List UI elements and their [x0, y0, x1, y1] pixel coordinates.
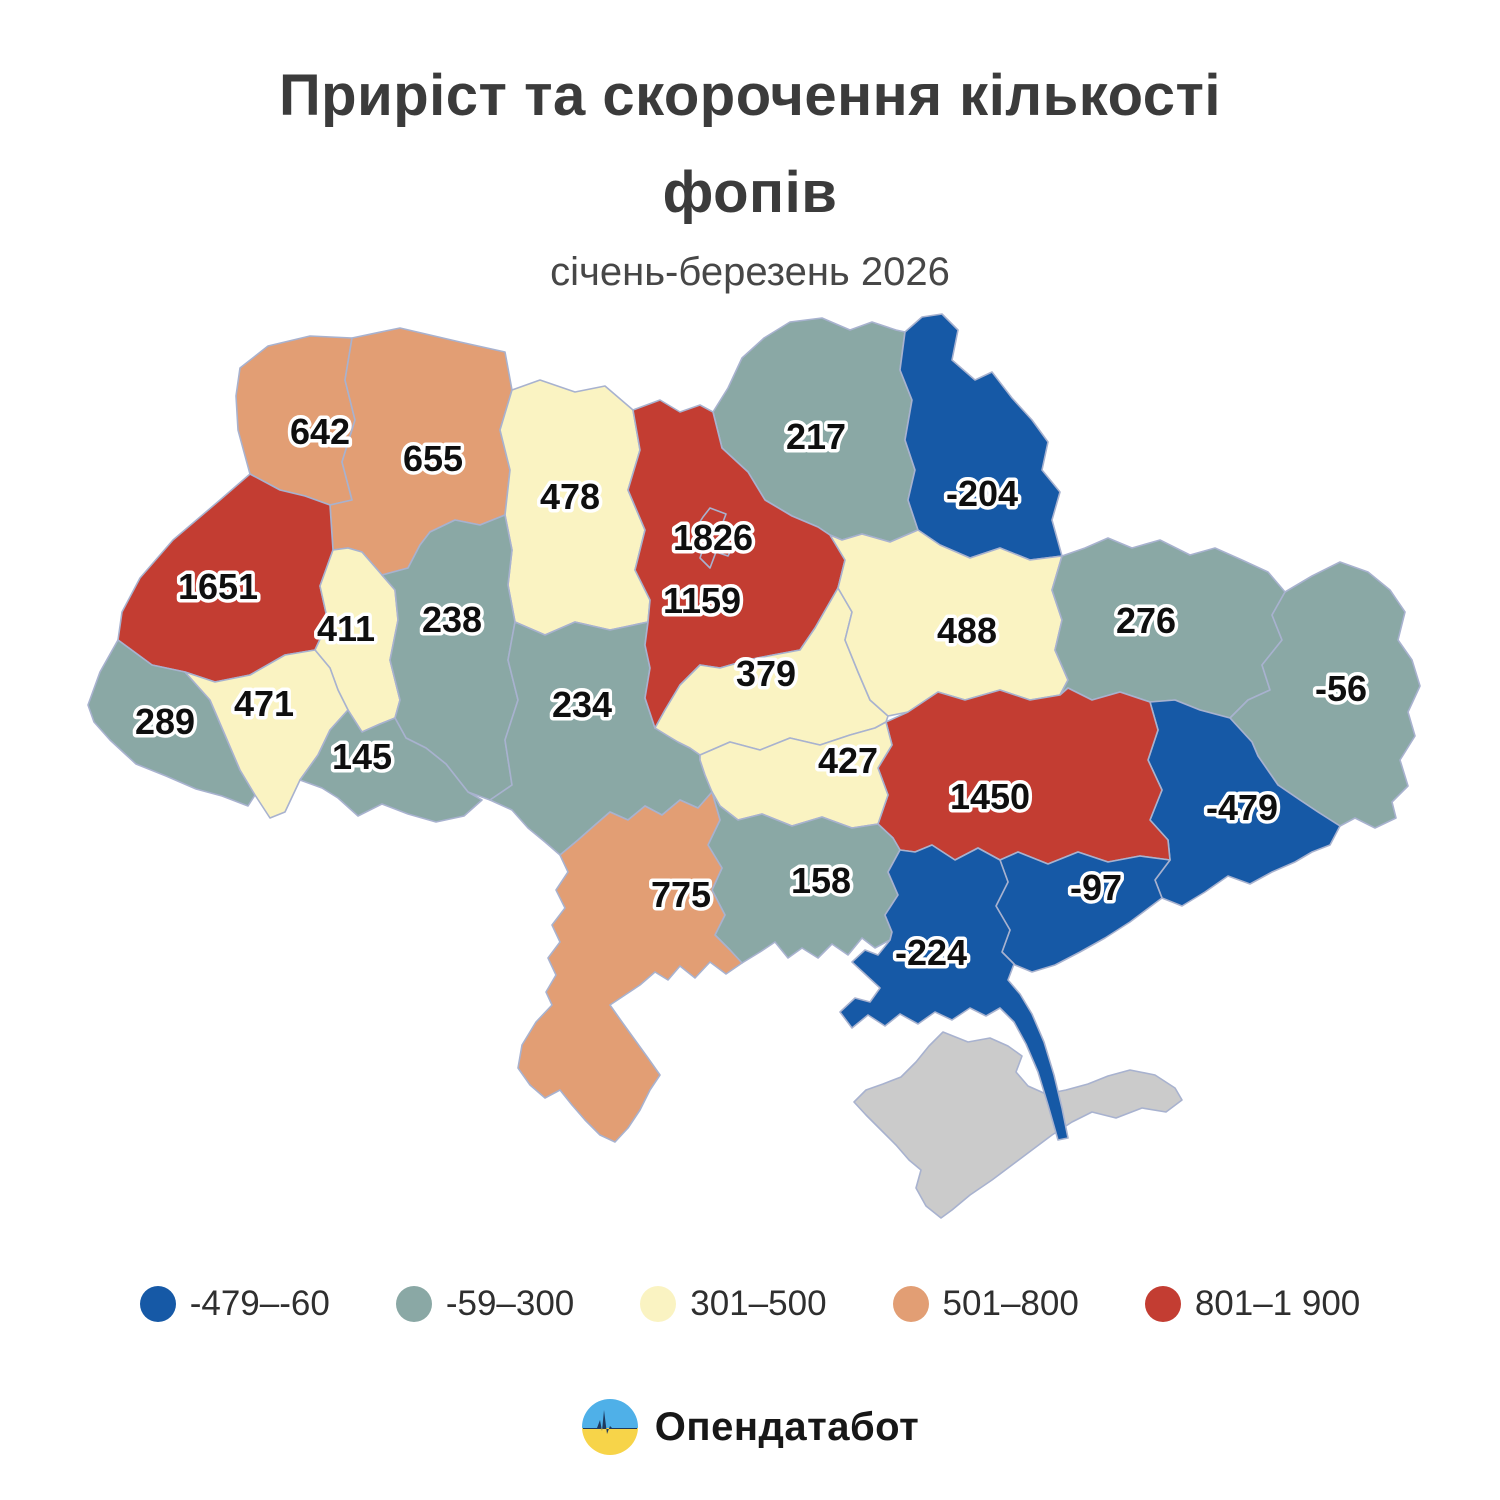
region-value-label-mykolaiv: 158 — [791, 860, 851, 901]
legend-swatch-teal-icon — [395, 1286, 432, 1322]
legend-item-yellow: 301–500 — [640, 1284, 827, 1324]
legend-swatch-blue-icon — [139, 1286, 176, 1322]
map-regions — [87, 313, 1421, 1219]
legend-item-salmon: 501–800 — [892, 1284, 1079, 1324]
legend-label: 301–500 — [690, 1284, 827, 1323]
region-value-label-kyiv-city: 1826 — [673, 517, 753, 558]
page-title-line2: фопів — [662, 160, 838, 225]
region-value-label-cherkasy: 379 — [736, 653, 796, 694]
legend-item-red: 801–1 900 — [1144, 1284, 1361, 1324]
region-value-label-kirovohrad: 427 — [818, 740, 878, 781]
map-value-labels: 642 655 478 217 -204 1651 411 238 289 471 145 234 11… — [131, 408, 1370, 977]
region-value-label-khmelnytskyi: 238 — [422, 599, 482, 640]
region-chernivtsi — [299, 709, 483, 823]
region-value-label-rivne: 655 — [403, 438, 463, 479]
legend-item-teal: -59–300 — [395, 1284, 575, 1324]
region-value-label-chernihiv: 217 — [786, 416, 846, 457]
brand-name: Опендатабот — [654, 1404, 920, 1449]
legend-label: -59–300 — [445, 1284, 575, 1323]
header: Приріст та скорочення кількості фопів сі… — [0, 0, 1500, 295]
region-kherson — [839, 844, 1069, 1141]
legend-swatch-red-icon — [1144, 1286, 1181, 1322]
region-luhansk — [1229, 561, 1421, 829]
legend: -479–-60 -59–300 301–500 501–800 801–1 9… — [0, 1284, 1500, 1324]
region-value-label-zaporizhzhia: -97 — [1070, 867, 1122, 908]
region-value-label-donetsk: -479 — [1206, 787, 1278, 828]
region-kyiv-city — [695, 507, 737, 569]
region-value-label-volyn: 642 — [290, 411, 350, 452]
brand-footer: Опендатабот — [0, 1398, 1500, 1456]
legend-label: 801–1 900 — [1194, 1284, 1361, 1323]
region-value-label-vinnytsia: 234 — [552, 684, 612, 725]
region-value-label-luhansk: -56 — [1315, 668, 1367, 709]
region-value-label-zhytomyr: 478 — [540, 476, 600, 517]
region-value-label-odesa: 775 — [651, 874, 711, 915]
region-value-label-kyiv-oblast: 1159 — [663, 580, 741, 621]
legend-swatch-yellow-icon — [640, 1286, 677, 1322]
page-title-line1: Приріст та скорочення кількості — [278, 63, 1222, 128]
region-value-label-sumy: -204 — [946, 473, 1018, 514]
legend-item-blue: -479–-60 — [139, 1284, 330, 1324]
region-value-label-zakarpattia: 289 — [135, 701, 195, 742]
legend-label: -479–-60 — [189, 1284, 330, 1323]
region-value-label-lviv: 1651 — [178, 566, 258, 607]
opendatabot-logo-icon — [581, 1399, 638, 1455]
region-odesa — [517, 791, 743, 1143]
region-value-label-poltava: 488 — [937, 610, 997, 651]
region-value-label-ivano-frankivsk: 471 — [234, 683, 294, 724]
region-value-label-kharkiv: 276 — [1116, 600, 1176, 641]
region-value-label-dnipropetrovsk: 1450 — [950, 776, 1030, 817]
page-subtitle: січень-березень 2026 — [550, 250, 950, 294]
region-crimea — [853, 1031, 1183, 1219]
region-sumy — [899, 313, 1063, 561]
region-value-label-kherson: -224 — [895, 932, 967, 973]
region-value-label-chernivtsi: 145 — [332, 736, 392, 777]
legend-label: 501–800 — [942, 1284, 1079, 1323]
legend-swatch-salmon-icon — [892, 1286, 929, 1322]
region-value-label-ternopil: 411 — [317, 608, 375, 649]
